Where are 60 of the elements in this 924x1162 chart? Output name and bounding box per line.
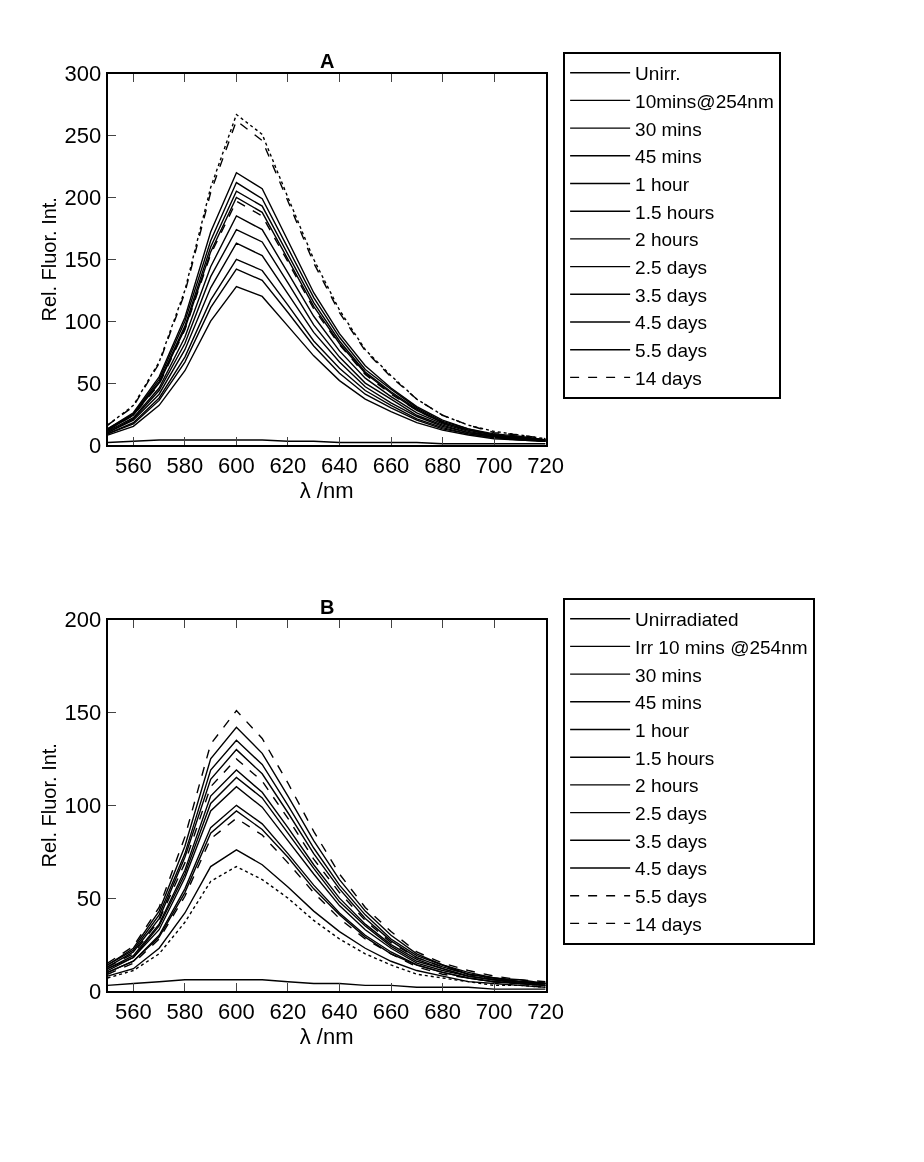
x-tick-label: 680 [424,453,461,479]
legend-label: 4.5 days [635,312,707,334]
x-tick-label: 720 [527,453,564,479]
x-tick-label: 620 [269,453,307,479]
legend-label: 1.5 hours [635,201,715,223]
y-tick-label: 250 [64,123,102,149]
x-tick-label: 620 [269,999,307,1025]
y-tick-label: 50 [76,370,102,396]
legend-label: 5.5 days [635,886,707,908]
y-tick-label: 50 [76,885,102,911]
legend-label: 2 hours [635,229,699,251]
legend-label: 2.5 days [635,803,707,824]
legend-label: 2 hours [635,775,699,797]
legend-label: 1 hour [635,173,690,195]
y-tick-label: 300 [64,61,102,87]
legend-label: Irr 10 mins @254nm [635,636,808,658]
y-tick-label: 0 [88,978,102,1004]
x-tick-label: 600 [218,999,255,1025]
chart-title: B [320,596,335,618]
legend-label: 2.5 days [635,257,707,278]
y-tick-label: 150 [64,247,102,273]
legend-label: 45 mins [635,146,702,168]
x-tick-label: 580 [166,999,204,1025]
x-tick-label: 680 [424,999,461,1025]
legend-label: 10mins@254nm [635,90,774,112]
chart-title: A [320,50,335,72]
y-axis-title: Rel. Fluor. Int. [38,197,61,322]
x-tick-label: 700 [475,453,513,479]
legend-label: 3.5 days [635,284,707,306]
x-tick-label: 720 [527,999,564,1025]
legend-label: 1 hour [635,719,690,741]
y-tick-label: 100 [64,793,102,819]
x-tick-label: 600 [218,453,255,479]
legend-label: 30 mins [635,664,702,686]
x-tick-label: 660 [372,999,410,1025]
x-tick-label: 660 [372,453,410,479]
y-tick-label: 100 [64,308,102,334]
x-tick-label: 640 [321,453,358,479]
x-axis-title: λ /nm [299,478,354,504]
y-tick-label: 150 [64,700,102,726]
y-tick-label: 0 [88,432,102,458]
legend-label: 1.5 hours [635,747,715,769]
x-tick-label: 580 [166,453,204,479]
legend-label: 45 mins [635,692,702,714]
legend-label: 30 mins [635,118,702,140]
legend-label: 4.5 days [635,858,707,880]
x-tick-label: 640 [321,999,358,1025]
y-axis-title: Rel. Fluor. Int. [38,743,61,868]
legend-label: Unirr. [635,63,681,85]
legend-label: 14 days [635,913,702,935]
legend-label: 14 days [635,367,702,389]
x-tick-label: 560 [115,453,152,479]
y-tick-label: 200 [64,185,102,211]
legend-label: 5.5 days [635,340,707,362]
legend-label: Unirradiated [635,609,739,631]
x-tick-label: 700 [475,999,513,1025]
x-axis-title: λ /nm [299,1024,354,1050]
legend-label: 3.5 days [635,830,707,852]
x-tick-label: 560 [115,999,152,1025]
y-tick-label: 200 [64,607,102,633]
